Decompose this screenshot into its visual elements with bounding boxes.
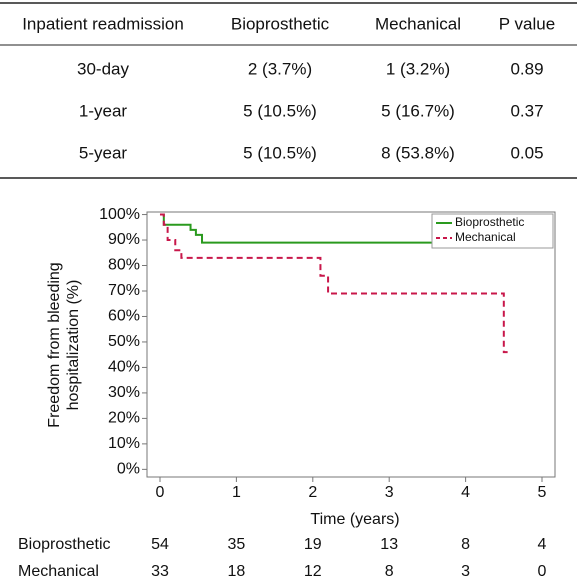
risk-count: 8: [385, 563, 394, 580]
risk-count: 54: [151, 536, 169, 553]
y-axis-label: hospitalization (%): [65, 280, 82, 411]
risk-count: 18: [227, 563, 245, 580]
table-cell: 1-year: [79, 101, 128, 120]
series-line: [159, 213, 508, 354]
y-tick-label: 100%: [99, 206, 140, 223]
table-header-cell: Inpatient readmission: [22, 14, 184, 33]
legend-label: Mechanical: [455, 230, 516, 244]
y-tick-label: 70%: [108, 282, 140, 299]
risk-count: 19: [304, 536, 322, 553]
risk-count: 8: [461, 536, 470, 553]
risk-count: 0: [538, 563, 547, 580]
table-cell: 8 (53.8%): [381, 143, 455, 162]
table-cell: 1 (3.2%): [386, 59, 450, 78]
table-cell: 0.89: [510, 59, 543, 78]
x-tick-label: 2: [308, 484, 317, 501]
y-tick-label: 10%: [108, 435, 140, 452]
y-tick-label: 60%: [108, 308, 140, 325]
series-line: [159, 213, 508, 244]
risk-count: 3: [461, 563, 470, 580]
table-cell: 5 (16.7%): [381, 101, 455, 120]
table-cell: 5 (10.5%): [243, 101, 317, 120]
risk-count: 13: [380, 536, 398, 553]
y-tick-label: 80%: [108, 257, 140, 274]
x-tick-label: 5: [538, 484, 547, 501]
y-tick-label: 50%: [108, 333, 140, 350]
legend-label: Bioprosthetic: [455, 215, 524, 229]
x-tick-label: 3: [385, 484, 394, 501]
legend-box: [431, 213, 554, 249]
plot-frame: [146, 211, 556, 478]
table-cell: 30-day: [77, 59, 129, 78]
table-cell: 5 (10.5%): [243, 143, 317, 162]
table-header-cell: P value: [499, 14, 555, 33]
risk-count: 4: [538, 536, 547, 553]
risk-count: 33: [151, 563, 169, 580]
table-header-cell: Mechanical: [375, 14, 461, 33]
y-tick-label: 90%: [108, 231, 140, 248]
table-cell: 0.37: [510, 101, 543, 120]
y-tick-label: 20%: [108, 410, 140, 427]
risk-count: 35: [227, 536, 245, 553]
y-tick-label: 30%: [108, 384, 140, 401]
y-axis-label: Freedom from bleeding: [46, 262, 63, 427]
x-axis-label: Time (years): [310, 511, 399, 528]
y-tick-label: 0%: [117, 461, 140, 478]
table-cell: 5-year: [79, 143, 128, 162]
y-tick-label: 40%: [108, 359, 140, 376]
x-tick-label: 1: [232, 484, 241, 501]
table-cell: 0.05: [510, 143, 543, 162]
risk-count: 12: [304, 563, 322, 580]
risk-row-label: Bioprosthetic: [18, 536, 111, 553]
table-header-cell: Bioprosthetic: [231, 14, 330, 33]
x-tick-label: 4: [461, 484, 470, 501]
x-tick-label: 0: [156, 484, 165, 501]
risk-row-label: Mechanical: [18, 563, 99, 580]
table-cell: 2 (3.7%): [248, 59, 312, 78]
